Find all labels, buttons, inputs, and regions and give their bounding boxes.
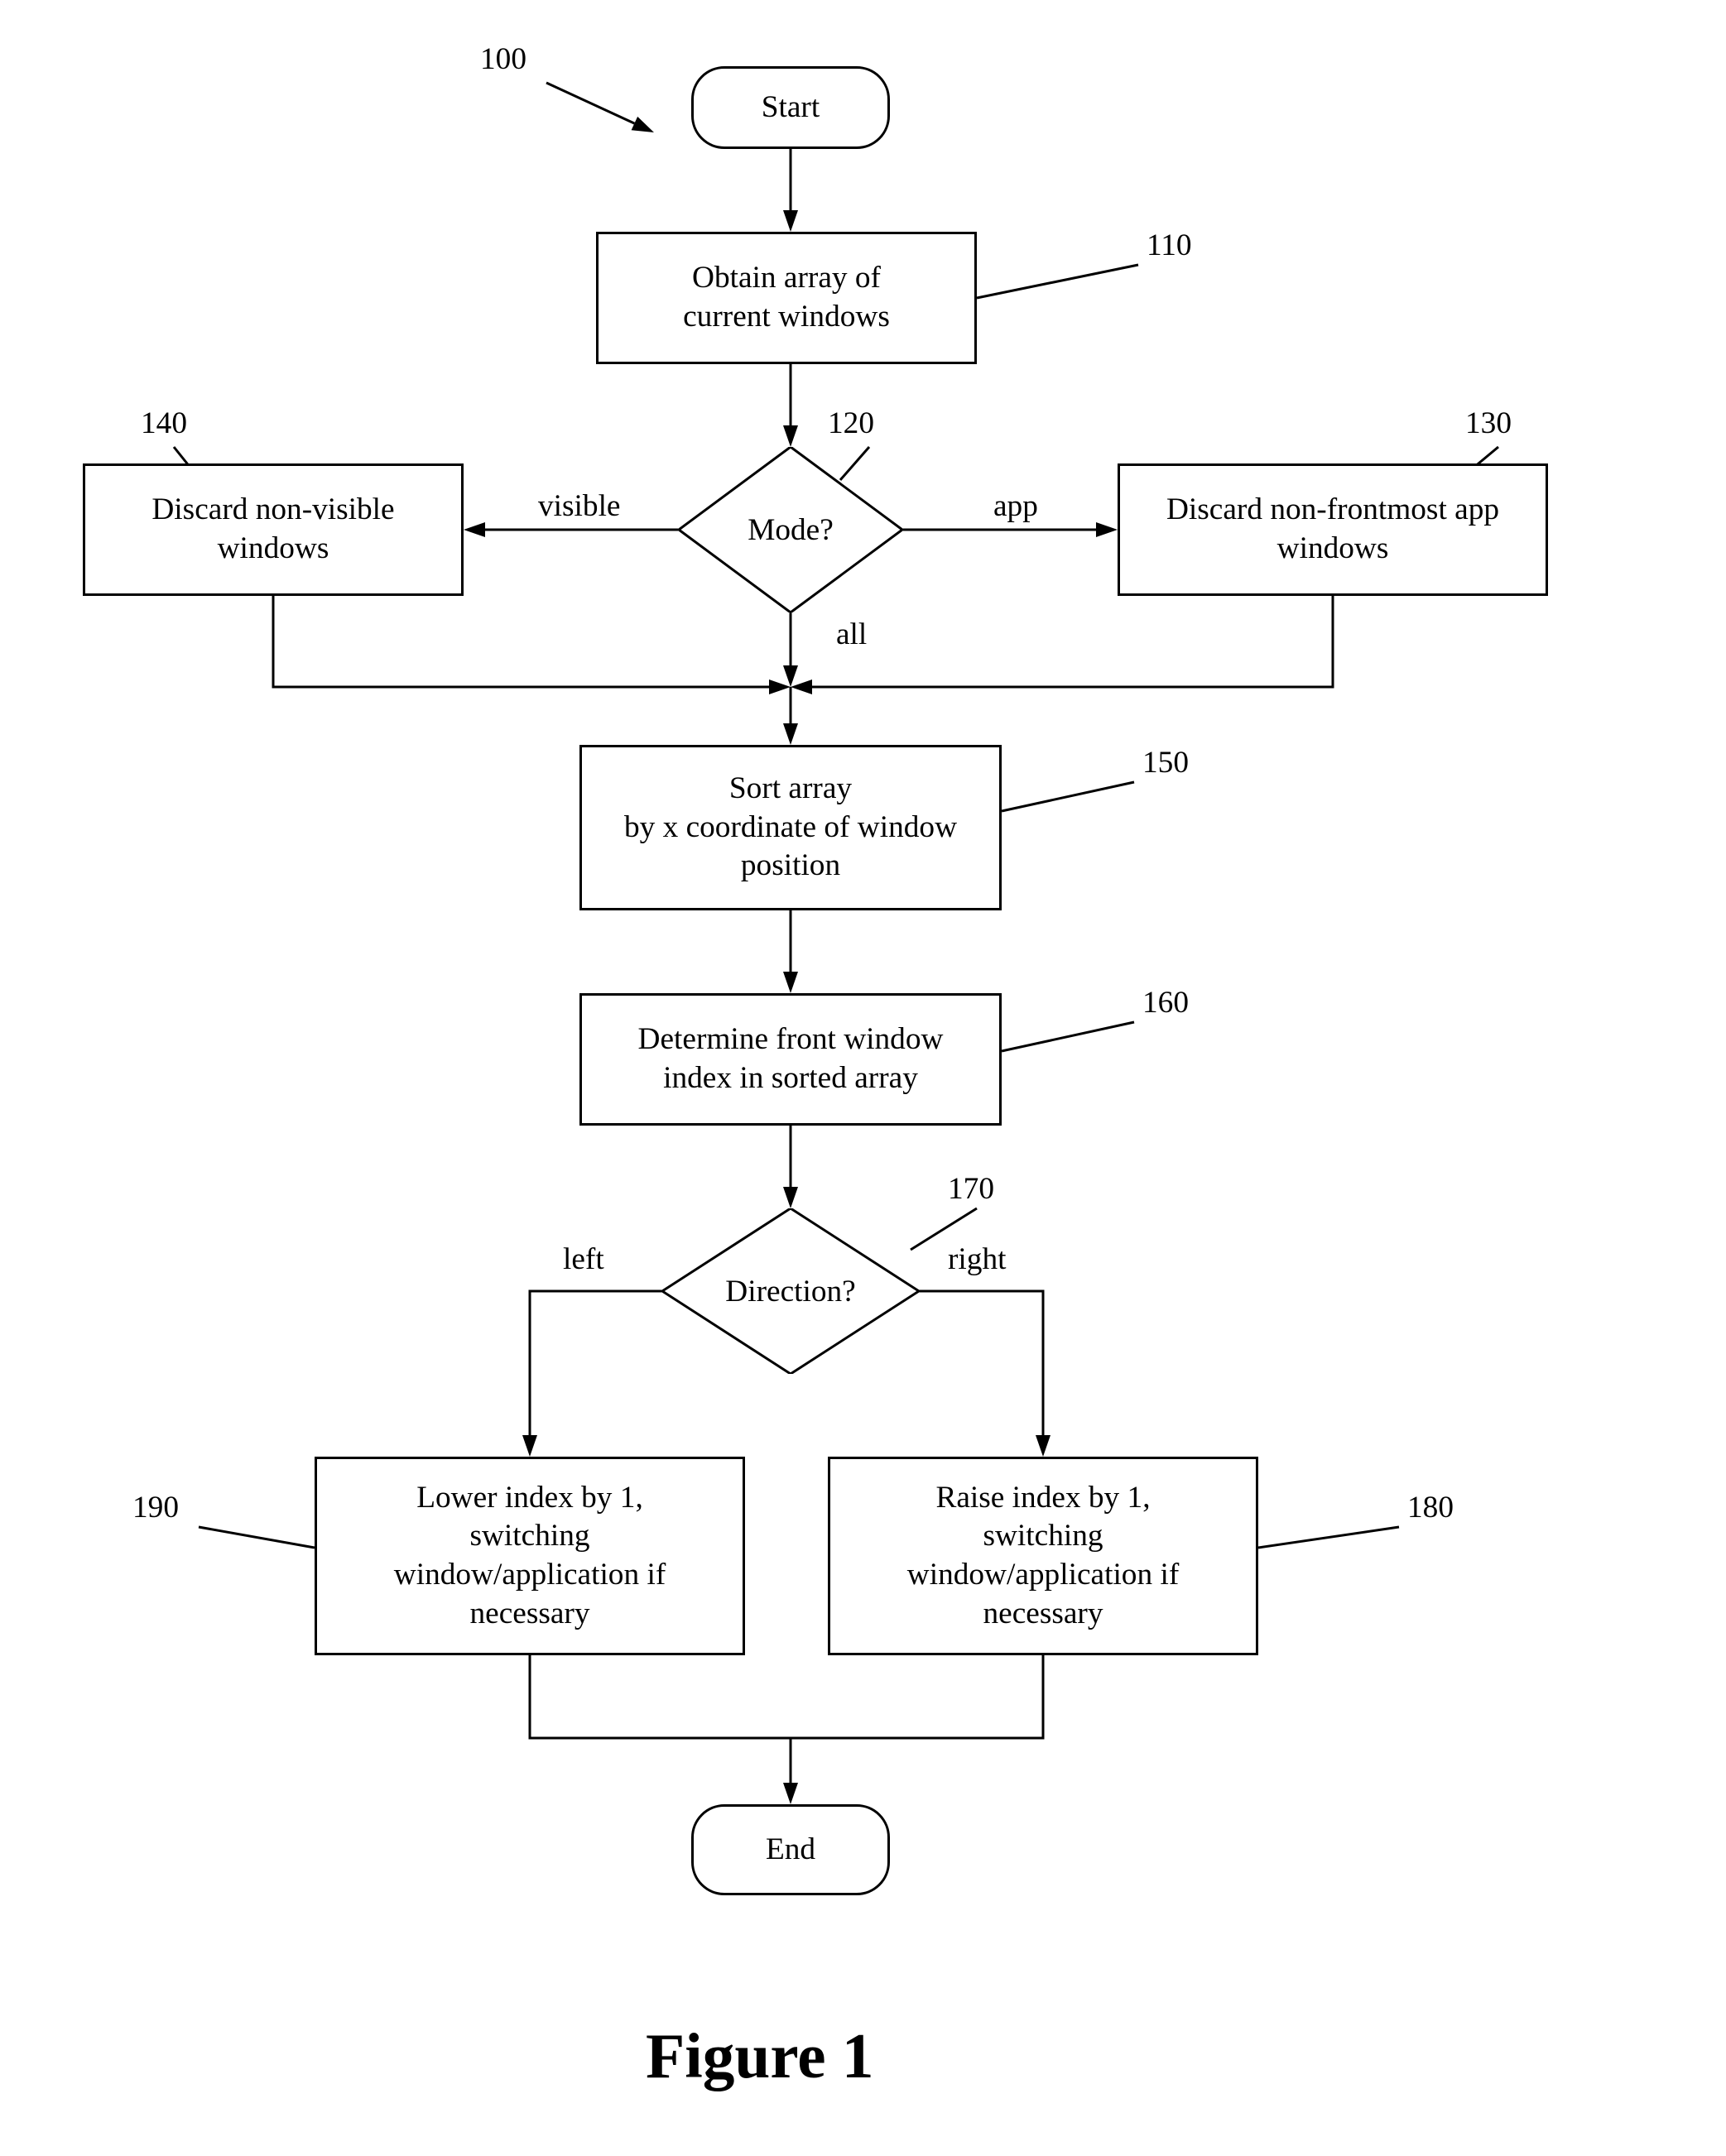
terminator-end: End: [691, 1804, 890, 1895]
reference-number: 180: [1407, 1490, 1454, 1525]
process-n180: Raise index by 1, switching window/appli…: [828, 1457, 1258, 1655]
process-n190: Lower index by 1, switching window/appli…: [315, 1457, 745, 1655]
reference-number: 130: [1465, 406, 1512, 441]
flowchart-canvas: Start Obtain array of current windows Mode…: [0, 0, 1726, 2156]
figure-caption: Figure 1: [646, 2019, 874, 2093]
decision-label-n170: Direction?: [725, 1274, 855, 1309]
process-n130: Discard non-frontmost app windows: [1118, 463, 1548, 596]
reference-number: 160: [1142, 985, 1189, 1020]
decision-n120: Mode?: [679, 447, 902, 612]
decision-label-n120: Mode?: [748, 512, 834, 548]
reference-number: 120: [828, 406, 874, 441]
process-n110: Obtain array of current windows: [596, 232, 977, 364]
reference-number: 190: [132, 1490, 179, 1525]
edge-label: right: [948, 1241, 1006, 1277]
edge-label: all: [836, 617, 867, 652]
process-n150: Sort array by x coordinate of window pos…: [579, 745, 1002, 910]
reference-number: 110: [1147, 228, 1192, 263]
edge-label: app: [993, 488, 1038, 524]
reference-number: 100: [480, 41, 526, 77]
edge-label: left: [563, 1241, 604, 1277]
edge-label: visible: [538, 488, 621, 524]
process-n160: Determine front window index in sorted a…: [579, 993, 1002, 1126]
process-n140: Discard non-visible windows: [83, 463, 464, 596]
terminator-start: Start: [691, 66, 890, 149]
reference-number: 140: [141, 406, 187, 441]
reference-number: 150: [1142, 745, 1189, 780]
reference-number: 170: [948, 1171, 994, 1207]
decision-n170: Direction?: [662, 1208, 919, 1374]
